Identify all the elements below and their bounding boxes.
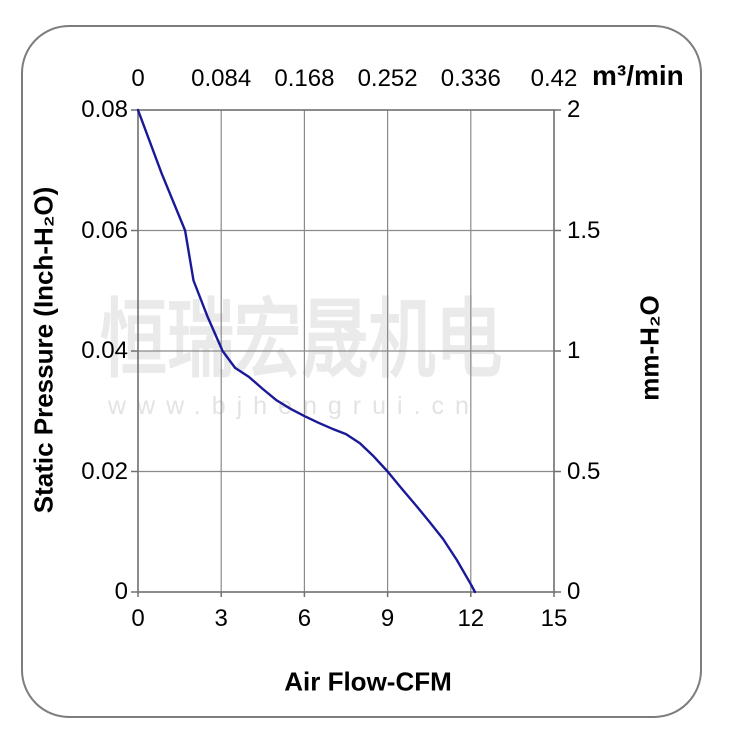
left-axis-tick-label: 0.08 xyxy=(81,96,128,123)
top-axis-tick-label: 0.42 xyxy=(530,65,578,92)
pq-curve-line xyxy=(136,108,477,594)
plot-area xyxy=(131,108,561,597)
bottom-axis-title: Air Flow-CFM xyxy=(284,666,452,697)
bottom-axis-tick-label: 3 xyxy=(214,605,228,632)
right-axis-tick-label: 2 xyxy=(567,96,581,123)
watermark-company-text: 恒瑞宏晟机电 xyxy=(100,292,503,388)
right-axis-tick-label: 0 xyxy=(567,578,581,605)
bottom-axis-tick-label: 12 xyxy=(457,605,485,632)
right-axis-tick-label: 0.5 xyxy=(567,457,601,485)
plot-frame xyxy=(137,109,555,593)
watermark-website-text: www.bjhengrui.cn xyxy=(108,392,480,420)
left-axis-tick-label: 0 xyxy=(114,578,128,605)
bottom-axis-tick-label: 9 xyxy=(380,605,395,632)
top-axis-tick-label: 0.336 xyxy=(440,65,501,92)
top-axis-unit-label: m³/min xyxy=(592,60,684,91)
bottom-axis-tick-label: 6 xyxy=(297,605,312,632)
left-axis-tick-label: 0.02 xyxy=(81,457,128,485)
bottom-axis-tick-label: 0 xyxy=(131,605,145,632)
left-axis-tick-label: 0.04 xyxy=(81,337,128,364)
top-axis-tick-label: 0 xyxy=(131,65,145,92)
top-axis-tick-label: 0.168 xyxy=(274,65,335,92)
top-axis-tick-label: 0.252 xyxy=(357,65,418,92)
panel-border xyxy=(21,25,702,718)
bottom-axis-tick-label: 15 xyxy=(540,605,568,632)
left-axis-tick-label: 0.06 xyxy=(81,216,128,244)
right-axis-tick-label: 1 xyxy=(567,337,581,364)
top-axis-tick-label: 0.084 xyxy=(191,65,252,92)
right-axis-tick-label: 1.5 xyxy=(567,216,601,244)
